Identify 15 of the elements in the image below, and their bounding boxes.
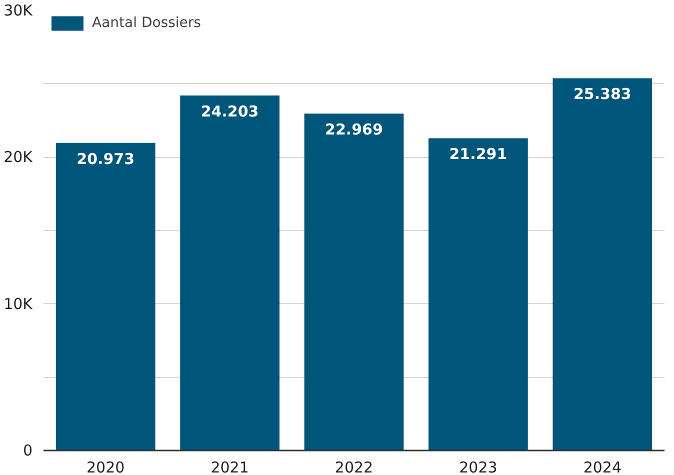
legend-label: Aantal Dossiers [92, 15, 201, 31]
text: 24.203 [200, 102, 259, 121]
text: 22.969 [325, 120, 383, 139]
text: 25.383 [573, 85, 632, 104]
x-tick-label: 2024 [583, 458, 622, 475]
x-tick-label: 2023 [459, 458, 498, 475]
x-tick-label: 2022 [334, 458, 374, 475]
y-tick-label: 0 [22, 442, 33, 460]
x-tick-label: 2021 [210, 458, 249, 475]
y-tick-label: 10K [4, 294, 34, 313]
text: 20.973 [76, 150, 135, 168]
x-tick-label: 2020 [86, 458, 125, 475]
y-tick-label: 20K [4, 148, 34, 166]
text: 21.291 [449, 145, 508, 164]
y-tick-label: 30K [4, 2, 34, 20]
